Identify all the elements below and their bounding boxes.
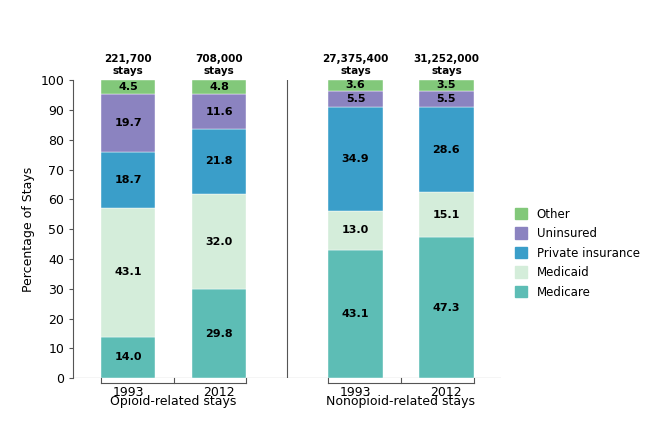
- Text: 31,252,000
stays: 31,252,000 stays: [413, 54, 480, 76]
- Bar: [328, 80, 383, 90]
- Bar: [192, 194, 246, 289]
- Text: Opioid-related stays: Opioid-related stays: [110, 395, 236, 408]
- Bar: [419, 80, 474, 90]
- Bar: [101, 336, 156, 378]
- Bar: [328, 250, 383, 378]
- Text: 5.5: 5.5: [346, 94, 365, 104]
- Bar: [101, 152, 156, 208]
- Text: 43.1: 43.1: [114, 267, 142, 277]
- Bar: [419, 90, 474, 107]
- Text: Nonopioid-related stays: Nonopioid-related stays: [327, 395, 476, 408]
- Y-axis label: Percentage of Stays: Percentage of Stays: [22, 166, 35, 292]
- Text: 221,700
stays: 221,700 stays: [104, 54, 152, 76]
- Text: 27,375,400
stays: 27,375,400 stays: [322, 54, 389, 76]
- Bar: [192, 94, 246, 129]
- Text: 32.0: 32.0: [205, 237, 232, 247]
- Text: 13.0: 13.0: [342, 225, 369, 235]
- Bar: [419, 237, 474, 378]
- Text: 3.6: 3.6: [345, 80, 365, 90]
- Bar: [419, 192, 474, 237]
- Text: 28.6: 28.6: [433, 145, 460, 154]
- Text: 29.8: 29.8: [205, 329, 233, 339]
- Text: 43.1: 43.1: [342, 309, 369, 319]
- Bar: [328, 211, 383, 250]
- Text: 5.5: 5.5: [437, 94, 456, 104]
- Text: 18.7: 18.7: [114, 175, 142, 185]
- Text: 4.5: 4.5: [118, 82, 138, 92]
- Text: 15.1: 15.1: [433, 210, 460, 220]
- Text: 14.0: 14.0: [114, 352, 142, 362]
- Text: 21.8: 21.8: [205, 157, 232, 166]
- Bar: [101, 80, 156, 93]
- Text: 708,000
stays: 708,000 stays: [195, 54, 243, 76]
- Bar: [328, 90, 383, 107]
- Text: 11.6: 11.6: [205, 107, 233, 117]
- Text: 4.8: 4.8: [209, 82, 229, 92]
- Text: 19.7: 19.7: [114, 118, 142, 128]
- Text: 3.5: 3.5: [437, 80, 456, 90]
- Legend: Other, Uninsured, Private insurance, Medicaid, Medicare: Other, Uninsured, Private insurance, Med…: [516, 207, 640, 299]
- Text: 47.3: 47.3: [433, 303, 460, 313]
- Bar: [419, 107, 474, 192]
- Bar: [192, 80, 246, 94]
- Bar: [101, 208, 156, 336]
- Text: 34.9: 34.9: [341, 154, 369, 164]
- Bar: [192, 129, 246, 194]
- Bar: [328, 107, 383, 211]
- Bar: [101, 93, 156, 152]
- Bar: [192, 289, 246, 378]
